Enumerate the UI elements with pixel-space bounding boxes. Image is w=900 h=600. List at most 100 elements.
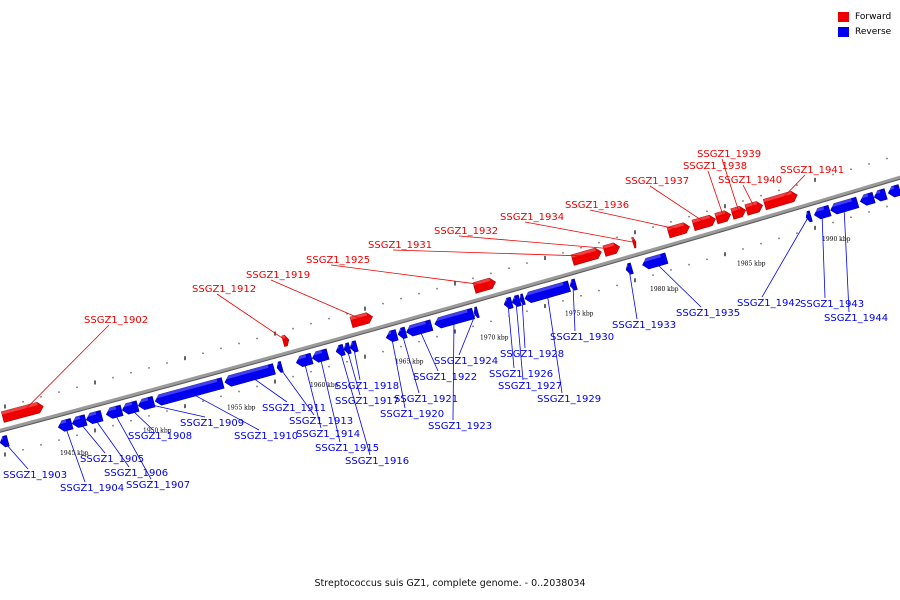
gene-arrow-ssgz1_1913[interactable]: [275, 361, 284, 373]
gene-shape[interactable]: [311, 348, 330, 364]
gene-highlight: [624, 263, 629, 268]
gene-shape[interactable]: [343, 342, 352, 355]
gene-arrow-ssgz1_1924[interactable]: [472, 306, 480, 319]
gene-arrow-ssgz1_1930[interactable]: [568, 278, 578, 291]
gene-shape[interactable]: [472, 277, 497, 294]
gene-arrow-ssgz1_1904[interactable]: [56, 418, 74, 432]
gene-shape[interactable]: [85, 410, 104, 425]
gene-shape[interactable]: [511, 294, 522, 308]
gene-arrow-ssgz1_1931[interactable]: [570, 247, 603, 266]
gene-arrow-ssgz1_1942[interactable]: [804, 210, 813, 223]
gene-label-ssgz1_1917: SSGZ1_1917: [335, 396, 399, 407]
scale-label: 1965 kbp: [395, 358, 424, 365]
gene-shape[interactable]: [503, 296, 514, 310]
gene-shape[interactable]: [154, 377, 225, 407]
gene-shape[interactable]: [714, 209, 732, 225]
gene-shape[interactable]: [137, 395, 156, 411]
gene-arrow-ssgz1_1906[interactable]: [84, 410, 104, 425]
gene-highlight: [56, 419, 67, 425]
gene-shape[interactable]: [385, 329, 399, 344]
gene-shape[interactable]: [295, 352, 314, 368]
gene-shape[interactable]: [397, 326, 408, 340]
gene-arrow-ssgz1_1907[interactable]: [104, 404, 124, 420]
gene-arrow-ssgz1_1915[interactable]: [310, 348, 330, 364]
gene-shape[interactable]: [730, 205, 748, 220]
gene-shape[interactable]: [57, 418, 74, 432]
gene-arrow-ssgz1_1944[interactable]: [829, 196, 860, 215]
gene-shape[interactable]: [873, 188, 888, 203]
gene-arrow-ssgz1_1933[interactable]: [624, 262, 634, 275]
gene-arrow-ssgz1_1935[interactable]: [640, 252, 669, 271]
gene-arrow-ssgz1_1914[interactable]: [294, 352, 314, 368]
gene-label-ssgz1_1938: SSGZ1_1938: [683, 161, 747, 172]
label-leader: [270, 279, 363, 320]
gene-shape[interactable]: [276, 361, 284, 373]
gene-shape[interactable]: [691, 214, 717, 231]
gene-arrow-unlabeled-c[interactable]: [886, 184, 900, 199]
gene-arrow-ssgz1_1920[interactable]: [384, 329, 399, 344]
gene-arrow-ssgz1_1918[interactable]: [348, 340, 359, 353]
gene-arrow-ssgz1_1909[interactable]: [136, 395, 156, 411]
gene-shape[interactable]: [121, 400, 140, 416]
gene-arrow-ssgz1_1910[interactable]: [153, 377, 225, 407]
gene-label-ssgz1_1935: SSGZ1_1935: [676, 308, 740, 319]
gene-arrow-ssgz1_1939[interactable]: [730, 205, 748, 220]
gene-arrow-unlabeled-a[interactable]: [858, 191, 876, 207]
gene-shape[interactable]: [570, 247, 603, 266]
gene-shape[interactable]: [223, 363, 276, 388]
gene-label-ssgz1_1914: SSGZ1_1914: [296, 429, 360, 440]
gene-shape[interactable]: [887, 184, 900, 199]
gene-arrow-ssgz1_1943[interactable]: [812, 204, 832, 220]
gene-shape[interactable]: [349, 340, 359, 353]
gene-label-ssgz1_1926: SSGZ1_1926: [489, 369, 553, 380]
gene-shape[interactable]: [762, 190, 799, 211]
scale-label: 1970 kbp: [480, 335, 509, 342]
label-leader: [628, 268, 638, 320]
genome-backbone-shadow: [0, 178, 900, 433]
legend: Forward Reverse: [838, 9, 891, 39]
gene-arrow-ssgz1_1926[interactable]: [502, 296, 514, 310]
gene-shape[interactable]: [473, 306, 480, 319]
gene-shape[interactable]: [602, 241, 621, 257]
gene-shape[interactable]: [281, 334, 291, 347]
gene-arrow-ssgz1_1905[interactable]: [70, 414, 88, 429]
gene-arrow-ssgz1_1940[interactable]: [744, 200, 764, 216]
gene-shape[interactable]: [0, 435, 10, 448]
gene-arrow-ssgz1_1927[interactable]: [510, 294, 522, 308]
gene-shape[interactable]: [829, 196, 860, 215]
gene-shape[interactable]: [744, 200, 764, 216]
gene-shape[interactable]: [666, 221, 691, 239]
gene-arrow-ssgz1_1941[interactable]: [762, 190, 799, 211]
gene-label-ssgz1_1936: SSGZ1_1936: [565, 200, 629, 211]
gene-shape[interactable]: [641, 252, 669, 271]
gene-arrow-ssgz1_1921[interactable]: [396, 326, 408, 340]
gene-arrow-ssgz1_1922[interactable]: [404, 319, 434, 338]
gene-arrow-ssgz1_1911[interactable]: [223, 363, 276, 388]
gene-arrow-ssgz1_1917[interactable]: [342, 342, 352, 355]
gene-highlight: [829, 198, 852, 208]
gene-arrow-ssgz1_1937[interactable]: [691, 214, 717, 231]
gene-shape[interactable]: [335, 343, 346, 357]
gene-arrow-ssgz1_1916[interactable]: [334, 343, 346, 357]
gene-arrow-ssgz1_1936[interactable]: [666, 221, 691, 239]
gene-shape[interactable]: [71, 414, 88, 429]
gene-shape[interactable]: [625, 262, 634, 275]
gene-shape[interactable]: [523, 280, 571, 304]
gene-arrow-ssgz1_1903[interactable]: [0, 435, 10, 448]
gene-shape[interactable]: [805, 210, 813, 223]
gene-arrow-ssgz1_1938[interactable]: [714, 209, 732, 225]
label-leader: [145, 403, 206, 418]
gene-arrow-ssgz1_1932[interactable]: [602, 241, 621, 257]
gene-label-ssgz1_1928: SSGZ1_1928: [500, 349, 564, 360]
gene-arrow-unlabeled-b[interactable]: [872, 188, 888, 203]
gene-shape[interactable]: [405, 319, 434, 338]
gene-arrow-ssgz1_1908[interactable]: [120, 400, 140, 416]
gene-highlight: [348, 341, 353, 346]
gene-shape[interactable]: [105, 404, 124, 420]
gene-label-ssgz1_1941: SSGZ1_1941: [780, 165, 844, 176]
gene-arrow-ssgz1_1912[interactable]: [281, 334, 291, 347]
gene-arrow-ssgz1_1929[interactable]: [523, 280, 571, 304]
gene-shape[interactable]: [569, 278, 578, 291]
gene-shape[interactable]: [813, 204, 832, 220]
gene-shape[interactable]: [859, 191, 876, 207]
